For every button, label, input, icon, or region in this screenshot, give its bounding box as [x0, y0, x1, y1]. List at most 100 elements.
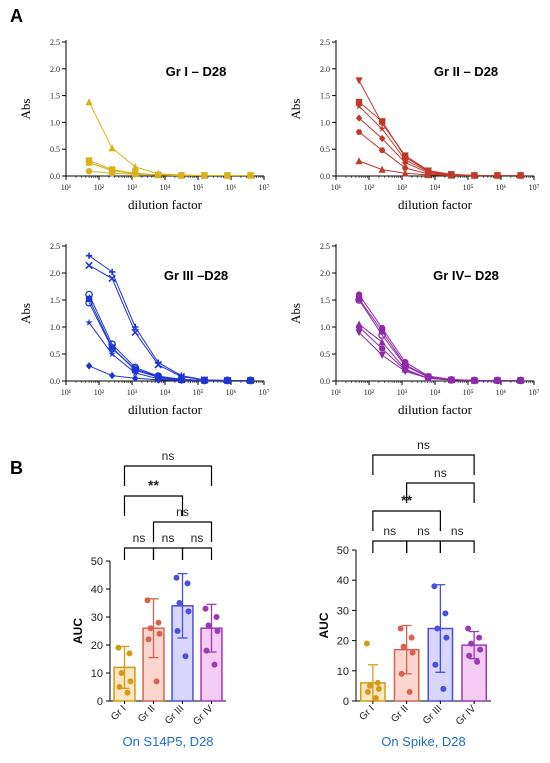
significance-label: ns — [162, 449, 175, 463]
data-point — [408, 634, 415, 641]
data-point — [131, 374, 139, 382]
series-line-6 — [358, 160, 521, 176]
x-tick-label: 10³ — [127, 183, 138, 192]
x-tick-label: 10⁷ — [529, 388, 540, 397]
data-point — [118, 670, 125, 676]
data-point — [355, 114, 363, 122]
data-point — [355, 295, 363, 303]
data-point — [174, 628, 181, 634]
data-point — [108, 170, 116, 177]
data-point — [364, 688, 371, 695]
bar-chart-2: 0 10 20 30 40 50 Gr I Gr II Gr III Gr IV AUC On Spi… — [317, 438, 491, 749]
data-point — [470, 376, 479, 385]
series-line-4 — [88, 298, 251, 381]
data-point — [145, 636, 152, 643]
x-tick-label: Gr III — [421, 703, 445, 727]
data-point — [108, 350, 116, 358]
x-tick-label: 10³ — [397, 388, 408, 397]
data-point — [378, 345, 386, 352]
data-point — [224, 376, 231, 385]
significance-bracket — [372, 454, 475, 475]
chart-title: Gr II – D28 — [434, 64, 498, 79]
data-point — [203, 647, 210, 654]
data-point — [155, 376, 162, 384]
significance-label: ns — [383, 524, 396, 538]
data-point — [477, 646, 484, 653]
data-point — [185, 608, 192, 615]
data-point — [434, 625, 441, 632]
x-tick-label: Gr II — [389, 703, 411, 725]
y-tick-label: 10 — [91, 668, 103, 680]
y-tick-label: 0.0 — [50, 172, 60, 181]
significance-bracket — [123, 495, 184, 516]
significance-label: ** — [148, 477, 159, 493]
series-line-3 — [88, 294, 251, 381]
data-point — [173, 574, 180, 581]
x-axis-label: dilution factor — [128, 197, 203, 212]
data-point — [363, 640, 370, 647]
data-point — [465, 625, 472, 632]
x-tick-label: 10² — [364, 183, 375, 192]
series-line-1 — [88, 101, 251, 176]
data-point — [493, 171, 502, 179]
data-point — [155, 171, 162, 179]
data-point — [372, 694, 379, 701]
series-line-4 — [358, 117, 521, 176]
y-tick-label: 1.0 — [320, 118, 330, 127]
data-point — [154, 361, 163, 369]
x-tick-label: 10¹ — [61, 183, 72, 192]
data-point — [355, 98, 363, 106]
data-point — [401, 169, 409, 177]
x-tick-label: Gr II — [136, 703, 158, 725]
data-point — [401, 158, 409, 167]
y-axis-label: Abs — [18, 303, 33, 324]
data-point — [85, 159, 93, 166]
data-point — [440, 685, 447, 692]
significance-bracket — [439, 540, 475, 553]
data-point — [176, 600, 183, 606]
data-point — [442, 610, 449, 617]
x-tick-label: Gr I — [109, 703, 129, 723]
x-tick-label: 10⁷ — [259, 183, 270, 192]
data-point — [85, 167, 93, 175]
y-tick-label: 2.5 — [50, 242, 60, 251]
y-tick-label: 2.5 — [320, 242, 330, 251]
y-tick-label: 0.5 — [50, 145, 60, 154]
data-point — [182, 653, 189, 660]
significance-label: ns — [434, 466, 447, 480]
data-point — [126, 650, 133, 657]
series-line-6 — [358, 299, 521, 381]
significance-label: ns — [451, 524, 464, 538]
data-point — [378, 165, 386, 173]
data-point — [178, 172, 185, 179]
data-point — [355, 102, 363, 110]
data-point — [202, 605, 209, 612]
data-point — [201, 172, 208, 179]
data-point — [201, 376, 208, 385]
x-tick-label: 10⁶ — [226, 388, 237, 397]
y-tick-label: 0.0 — [50, 377, 60, 386]
data-point — [155, 619, 162, 626]
x-tick-label: 10⁴ — [160, 388, 171, 397]
data-point — [378, 338, 386, 346]
data-point — [85, 362, 93, 370]
data-point — [378, 118, 386, 125]
significance-label: ns — [191, 531, 204, 545]
data-point — [247, 172, 254, 179]
data-point — [124, 689, 131, 696]
data-point — [374, 679, 381, 686]
data-point — [127, 678, 134, 685]
data-point — [178, 376, 185, 385]
y-tick-label: 2.5 — [320, 38, 330, 47]
data-point — [424, 373, 433, 382]
data-point — [85, 252, 93, 259]
chart-title: Gr I – D28 — [166, 64, 227, 79]
y-tick-label: 20 — [337, 636, 349, 648]
significance-bracket — [123, 465, 213, 486]
y-axis-label: Abs — [288, 303, 303, 324]
data-point — [144, 597, 151, 604]
y-tick-label: 50 — [91, 556, 103, 568]
significance-bracket — [406, 540, 441, 553]
significance-bracket — [152, 521, 213, 542]
x-axis-label: dilution factor — [398, 402, 473, 417]
